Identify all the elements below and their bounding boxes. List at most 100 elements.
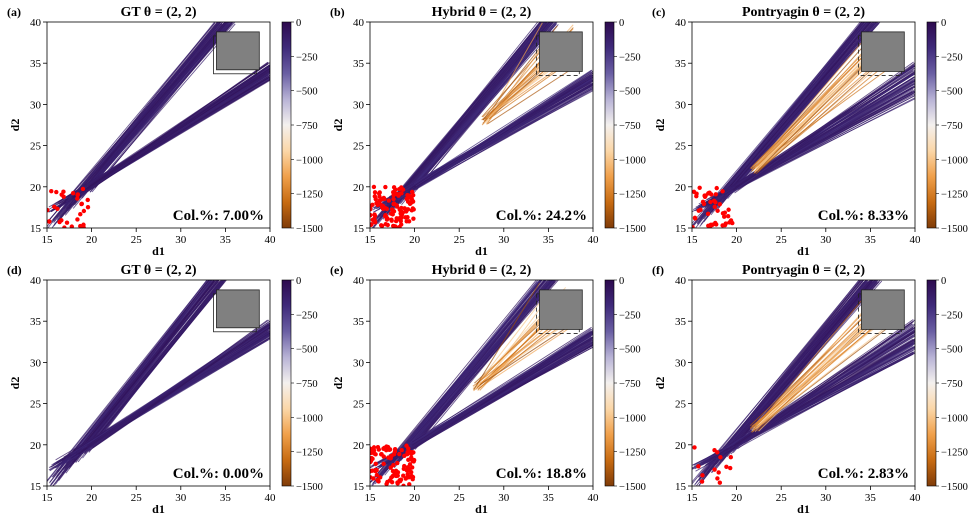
collision-point bbox=[711, 198, 717, 203]
colorbar-tick-label: −1500 bbox=[296, 224, 323, 235]
colorbar-tick-label: −1250 bbox=[296, 190, 323, 201]
collision-point bbox=[78, 212, 83, 217]
colorbar-tick-label: −750 bbox=[296, 121, 318, 132]
colorbar-tick-label: −250 bbox=[619, 52, 641, 63]
collision-point bbox=[696, 464, 701, 469]
collision-point bbox=[410, 474, 416, 480]
x-tick-label: 20 bbox=[731, 492, 743, 504]
trajectory-line bbox=[57, 22, 219, 215]
panel-f: 15 20 25 30 35 40 15 20 25 30 35 40 d1 d2 Pontryagin θ… bbox=[652, 263, 968, 516]
trajectory-line bbox=[87, 322, 269, 445]
collision-point bbox=[387, 478, 393, 483]
x-tick-label: 35 bbox=[543, 234, 555, 246]
collision-point bbox=[409, 465, 415, 470]
trajectory-line bbox=[411, 326, 592, 443]
y-tick-label: 15 bbox=[30, 481, 42, 493]
colorbar bbox=[926, 279, 937, 487]
collision-point bbox=[712, 204, 717, 209]
collision-point bbox=[697, 185, 702, 190]
trajectory-line bbox=[733, 280, 879, 448]
colorbar-tick-label: −1500 bbox=[296, 482, 323, 493]
collision-point bbox=[378, 452, 384, 457]
y-tick-label: 40 bbox=[353, 275, 365, 287]
collision-point bbox=[381, 446, 386, 451]
collision-point bbox=[373, 196, 378, 202]
collision-point bbox=[399, 205, 404, 211]
y-tick-label: 40 bbox=[30, 275, 42, 287]
collision-point bbox=[715, 476, 720, 481]
trajectory-line bbox=[91, 61, 270, 186]
trajectory-line bbox=[56, 280, 211, 472]
axes-frame bbox=[369, 21, 594, 229]
colorbar-tick-label: −250 bbox=[619, 310, 641, 321]
fan-trajectory-line bbox=[752, 320, 873, 431]
axes-frame bbox=[691, 21, 916, 229]
trajectory-line bbox=[415, 70, 593, 187]
colorbar bbox=[604, 21, 615, 229]
colorbar-tick-label: −1500 bbox=[941, 224, 968, 235]
y-tick-label: 30 bbox=[353, 357, 365, 369]
x-tick-label: 25 bbox=[776, 234, 788, 246]
collision-point bbox=[374, 472, 380, 478]
collision-point bbox=[722, 214, 727, 219]
panel-b: 15 20 25 30 35 40 15 20 25 30 35 40 d1 d2 Hybrid θ = (… bbox=[330, 5, 646, 258]
collision-point bbox=[381, 461, 386, 467]
collision-point bbox=[397, 192, 402, 197]
collision-point bbox=[386, 198, 392, 203]
collision-point bbox=[376, 479, 381, 484]
trajectory-line bbox=[416, 22, 555, 191]
y-tick-label: 15 bbox=[353, 481, 365, 493]
x-axis-label: d1 bbox=[797, 244, 810, 258]
collision-rate-annotation: Col.%: 18.8% bbox=[496, 466, 587, 482]
colorbar bbox=[281, 21, 292, 229]
y-tick-label: 20 bbox=[353, 440, 365, 452]
collision-point bbox=[395, 460, 400, 466]
collision-point bbox=[376, 447, 382, 452]
x-tick-label: 30 bbox=[175, 492, 187, 504]
colorbar-tick-label: 0 bbox=[619, 18, 624, 29]
collision-point bbox=[404, 443, 409, 448]
x-tick-label: 15 bbox=[365, 492, 377, 504]
colorbar-tick-label: 0 bbox=[619, 276, 624, 287]
collision-point bbox=[47, 207, 50, 213]
x-tick-label: 20 bbox=[731, 234, 743, 246]
collision-point bbox=[57, 219, 62, 225]
collision-point bbox=[370, 450, 374, 456]
y-tick-label: 20 bbox=[30, 440, 42, 452]
obstacle bbox=[216, 289, 260, 329]
collision-point bbox=[391, 185, 397, 190]
plot-area bbox=[692, 22, 915, 228]
trajectory-line bbox=[89, 280, 227, 447]
x-tick-label: 40 bbox=[265, 492, 277, 504]
collision-point bbox=[722, 210, 728, 215]
collision-point bbox=[406, 475, 412, 480]
collision-point bbox=[411, 207, 416, 212]
collision-point bbox=[75, 192, 81, 197]
collision-point bbox=[377, 475, 383, 480]
collision-point bbox=[55, 206, 60, 212]
collision-point bbox=[389, 217, 394, 222]
collision-point bbox=[720, 189, 725, 194]
trajectory-line bbox=[77, 22, 226, 197]
collision-point bbox=[407, 482, 412, 486]
collision-point bbox=[52, 204, 57, 209]
trajectory-line bbox=[737, 63, 915, 190]
colorbar-tick-label: −500 bbox=[619, 345, 641, 356]
trajectory-line bbox=[94, 22, 234, 189]
colorbar bbox=[926, 21, 937, 229]
x-tick-label: 40 bbox=[588, 492, 600, 504]
collision-rate-annotation: Col.%: 0.00% bbox=[173, 466, 264, 482]
colorbar-tick-label: −500 bbox=[941, 87, 963, 98]
collision-point bbox=[385, 222, 390, 228]
collision-rate-annotation: Col.%: 8.33% bbox=[818, 208, 909, 224]
y-axis-label: d2 bbox=[331, 119, 345, 132]
colorbar-tick-label: −1000 bbox=[619, 413, 646, 424]
collision-point bbox=[373, 468, 378, 474]
x-tick-label: 40 bbox=[265, 234, 277, 246]
collision-point bbox=[717, 202, 723, 207]
collision-point bbox=[404, 468, 410, 473]
collision-point bbox=[405, 214, 410, 220]
obstacle bbox=[861, 31, 905, 72]
plot-area bbox=[370, 22, 593, 228]
x-tick-label: 20 bbox=[409, 234, 421, 246]
